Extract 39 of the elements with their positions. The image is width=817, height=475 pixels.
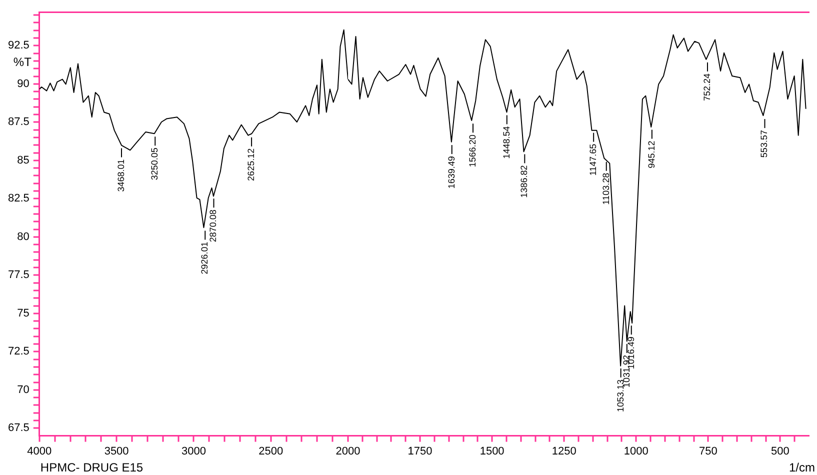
x-axis-title: 1/cm — [788, 460, 815, 474]
annotation: 2926.01 — [200, 242, 210, 274]
x-tick-label: 4000 — [27, 445, 52, 458]
x-tick-label: 1500 — [480, 445, 504, 458]
annotation: 1386.82 — [519, 165, 530, 198]
x-tick-label: 2000 — [336, 445, 360, 458]
annotation: 2870.08 — [208, 210, 218, 242]
x-tick-label: 2500 — [258, 445, 284, 458]
annotation: 1639.49 — [446, 156, 456, 189]
annotation: 1103.28 — [600, 172, 611, 205]
x-tick-label: 750 — [698, 445, 718, 458]
x-tick-label: 3500 — [104, 445, 129, 458]
y-tick-label: 85 — [17, 154, 30, 166]
annotation: 3468.01 — [116, 159, 126, 192]
x-tick-label: 3000 — [181, 445, 206, 458]
y-tick-label: 77.5 — [8, 269, 30, 282]
y-tick-label: 82.5 — [8, 192, 30, 205]
x-tick-label: 1250 — [552, 445, 576, 458]
y-tick-label: 75 — [17, 307, 30, 320]
y-tick-label: 90 — [17, 78, 30, 90]
annotation: 945.12 — [646, 140, 656, 168]
y-axis-title: %T — [13, 55, 32, 70]
annotation: 3250.05 — [150, 148, 160, 180]
x-tick-label: 1000 — [624, 445, 648, 458]
annotation: 1566.20 — [467, 134, 478, 168]
y-tick-label: 87.5 — [8, 116, 30, 128]
y-tick-label: 67.5 — [8, 422, 30, 434]
annotation: 1448.54 — [501, 126, 512, 159]
y-tick-label: 80 — [17, 230, 30, 243]
y-tick-label: 92.5 — [8, 40, 30, 52]
annotation: 2625.12 — [246, 148, 256, 181]
annotation: 752.24 — [702, 73, 712, 101]
annotation: 553.57 — [759, 130, 770, 158]
x-tick-label: 1750 — [408, 445, 432, 458]
x-tick-label: 500 — [771, 445, 790, 458]
annotation: 1147.65 — [588, 144, 598, 176]
y-tick-label: 70 — [17, 384, 30, 396]
y-tick-label: 72.5 — [8, 346, 30, 358]
text: HPMC- DRUG E15 — [40, 460, 144, 474]
